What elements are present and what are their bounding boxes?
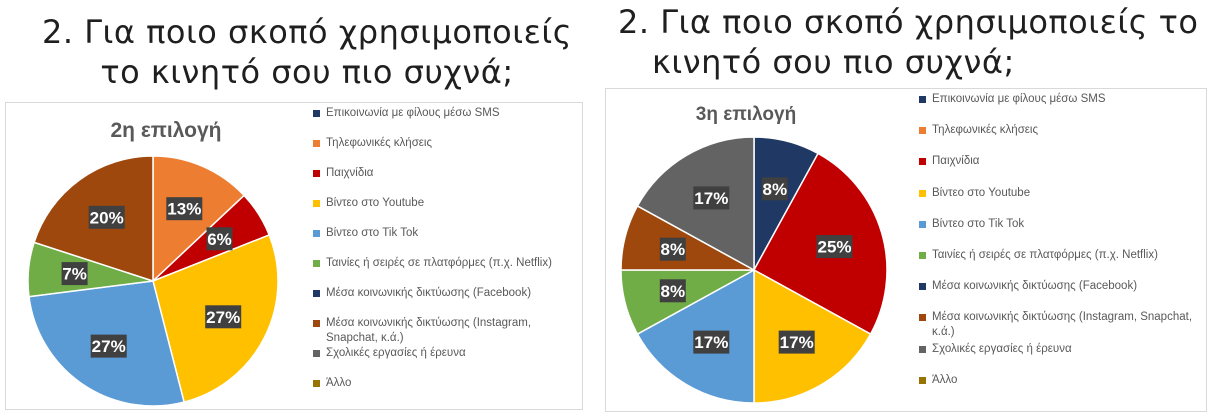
legend-label: Βίντεο στο Youtube [932, 186, 1031, 199]
slide-title-left-line1: 2. Για ποιο σκοπό χρησιμοποιείς [42, 13, 572, 51]
legend-item: Παιχνίδια [919, 154, 1199, 169]
data-label-box [693, 330, 730, 354]
data-label-box [90, 334, 127, 358]
data-label: 6% [207, 230, 232, 249]
data-label: 8% [763, 180, 788, 199]
legend-item: Ταινίες ή σειρές σε πλατφόρμες (π.χ. Net… [919, 248, 1199, 263]
legend-item: Βίντεο στο Youtube [313, 196, 573, 211]
data-label-box [693, 186, 730, 210]
legend-swatch [313, 320, 320, 327]
legend-swatch [313, 230, 320, 237]
legend-item: Σχολικές εργασίες ή έρευνα [919, 342, 1199, 357]
legend-swatch [919, 376, 926, 384]
data-label: 17% [694, 189, 728, 208]
legend-label: Μέσα κοινωνικής δικτύωσης (Instagram, Sn… [932, 311, 1193, 339]
slide-title-left: 2. Για ποιο σκοπό χρησιμοποιείς το κινητ… [22, 12, 592, 92]
data-label-box [659, 279, 686, 303]
data-label-box [166, 197, 203, 221]
legend-label: Μέσα κοινωνικής δικτύωσης (Facebook) [932, 280, 1138, 293]
legend-item: Άλλο [313, 376, 573, 391]
legend-swatch [313, 290, 320, 297]
data-label: 13% [167, 200, 201, 219]
legend-swatch [313, 260, 320, 267]
legend-label: Σχολικές εργασίες ή έρευνα [326, 347, 466, 359]
slide-title-right: 2. Για ποιο σκοπό χρησιμοποιείς το κινητ… [612, 2, 1202, 82]
legend-label: Επικοινωνία με φίλους μέσω SMS [932, 93, 1106, 105]
legend-item: Μέσα κοινωνικής δικτύωσης (Instagram, Sn… [313, 316, 573, 346]
legend-label: Μέσα κοινωνικής δικτύωσης (Facebook) [326, 287, 532, 299]
data-label-box [816, 235, 853, 259]
pie-chart-third-choice: 3η επιλογή 8% 25% 17% 17% 8% 8% 17% [620, 104, 888, 404]
data-label: 27% [206, 308, 240, 327]
slide-title-left-line2: το κινητό σου πιο συχνά; [100, 53, 514, 91]
legend-label: Σχολικές εργασίες ή έρευνα [932, 342, 1072, 355]
legend-label: Μέσα κοινωνικής δικτύωσης (Instagram, Sn… [326, 317, 532, 344]
data-label: 25% [817, 238, 851, 257]
data-label-box [761, 177, 788, 201]
data-label: 17% [780, 333, 814, 352]
data-label-box [206, 227, 233, 251]
data-label-box [61, 262, 88, 286]
legend-item: Τηλεφωνικές κλήσεις [919, 123, 1199, 138]
chart-title: 2η επιλογή [111, 119, 222, 142]
data-label: 17% [694, 333, 728, 352]
legend-item: Βίντεο στο Tik Tok [313, 226, 573, 241]
chart-title: 3η επιλογή [696, 104, 796, 125]
pie-chart-second-choice: 2η επιλογή 13% 6% 27% 27% 7% 20% [27, 119, 279, 407]
legend-swatch [919, 345, 926, 353]
chart-panel-second-choice: 2η επιλογή 13% 6% 27% 27% 7% 20% Επικοινωνία μ… [5, 102, 583, 410]
legend-label: Παιχνίδια [932, 155, 980, 168]
legend-label: Τηλεφωνικές κλήσεις [932, 124, 1039, 137]
legend-item: Παιχνίδια [313, 166, 573, 181]
chart-panel-third-choice: 3η επιλογή 8% 25% 17% 17% 8% 8% 17% Επικοινωνία… [605, 88, 1207, 412]
legend-swatch [919, 220, 926, 228]
legend-item: Μέσα κοινωνικής δικτύωσης (Facebook) [313, 286, 573, 301]
data-label-box [88, 205, 125, 229]
legend-item: Άλλο [919, 373, 1199, 388]
legend-swatch [919, 158, 926, 166]
legend-item: Βίντεο στο Tik Tok [919, 217, 1199, 232]
legend-label: Επικοινωνία με φίλους μέσω SMS [326, 107, 500, 119]
legend-label: Άλλο [932, 373, 958, 386]
legend-item: Βίντεο στο Youtube [919, 186, 1199, 201]
legend-label: Παιχνίδια [326, 167, 374, 179]
data-label-box [205, 305, 242, 329]
legend-swatch [313, 170, 320, 177]
legend-swatch [919, 96, 926, 103]
legend-swatch [313, 200, 320, 207]
data-label-box [778, 330, 815, 354]
legend-item: Επικοινωνία με φίλους μέσω SMS [313, 106, 573, 121]
legend-item: Τηλεφωνικές κλήσεις [313, 136, 573, 151]
data-label-box [659, 237, 686, 261]
data-label: 20% [90, 208, 124, 227]
slide-title-right-line2: κινητό σου πιο συχνά; [652, 43, 1015, 81]
legend-label: Ταινίες ή σειρές σε πλατφόρμες (π.χ. Net… [932, 249, 1158, 261]
data-label: 7% [62, 265, 87, 284]
legend-item: Επικοινωνία με φίλους μέσω SMS [919, 92, 1199, 107]
data-label: 8% [661, 240, 686, 259]
legend-swatch [313, 110, 320, 117]
legend-label: Τηλεφωνικές κλήσεις [326, 137, 433, 149]
slide-title-right-line1: 2. Για ποιο σκοπό χρησιμοποιείς το [618, 3, 1199, 41]
legend-swatch [919, 127, 926, 135]
legend-label: Άλλο [326, 377, 352, 389]
data-label: 8% [661, 282, 686, 301]
legend-swatch [313, 380, 320, 387]
legend-item: Σχολικές εργασίες ή έρευνα [313, 346, 573, 361]
legend-label: Βίντεο στο Tik Tok [326, 227, 419, 239]
legend-label: Ταινίες ή σειρές σε πλατφόρμες (π.χ. Net… [326, 257, 552, 269]
legend-swatch [919, 189, 926, 197]
data-label: 27% [92, 337, 126, 356]
legend-label: Βίντεο στο Youtube [326, 197, 425, 209]
legend-item: Ταινίες ή σειρές σε πλατφόρμες (π.χ. Net… [313, 256, 573, 271]
legend-item: Μέσα κοινωνικής δικτύωσης (Instagram, Sn… [919, 310, 1199, 340]
legend-swatch [919, 283, 926, 291]
legend-swatch [919, 314, 926, 322]
legend-label: Βίντεο στο Tik Tok [932, 217, 1025, 230]
legend-swatch [313, 140, 320, 147]
legend-item: Μέσα κοινωνικής δικτύωσης (Facebook) [919, 279, 1199, 294]
legend-swatch [313, 350, 320, 357]
legend-swatch [919, 252, 926, 259]
